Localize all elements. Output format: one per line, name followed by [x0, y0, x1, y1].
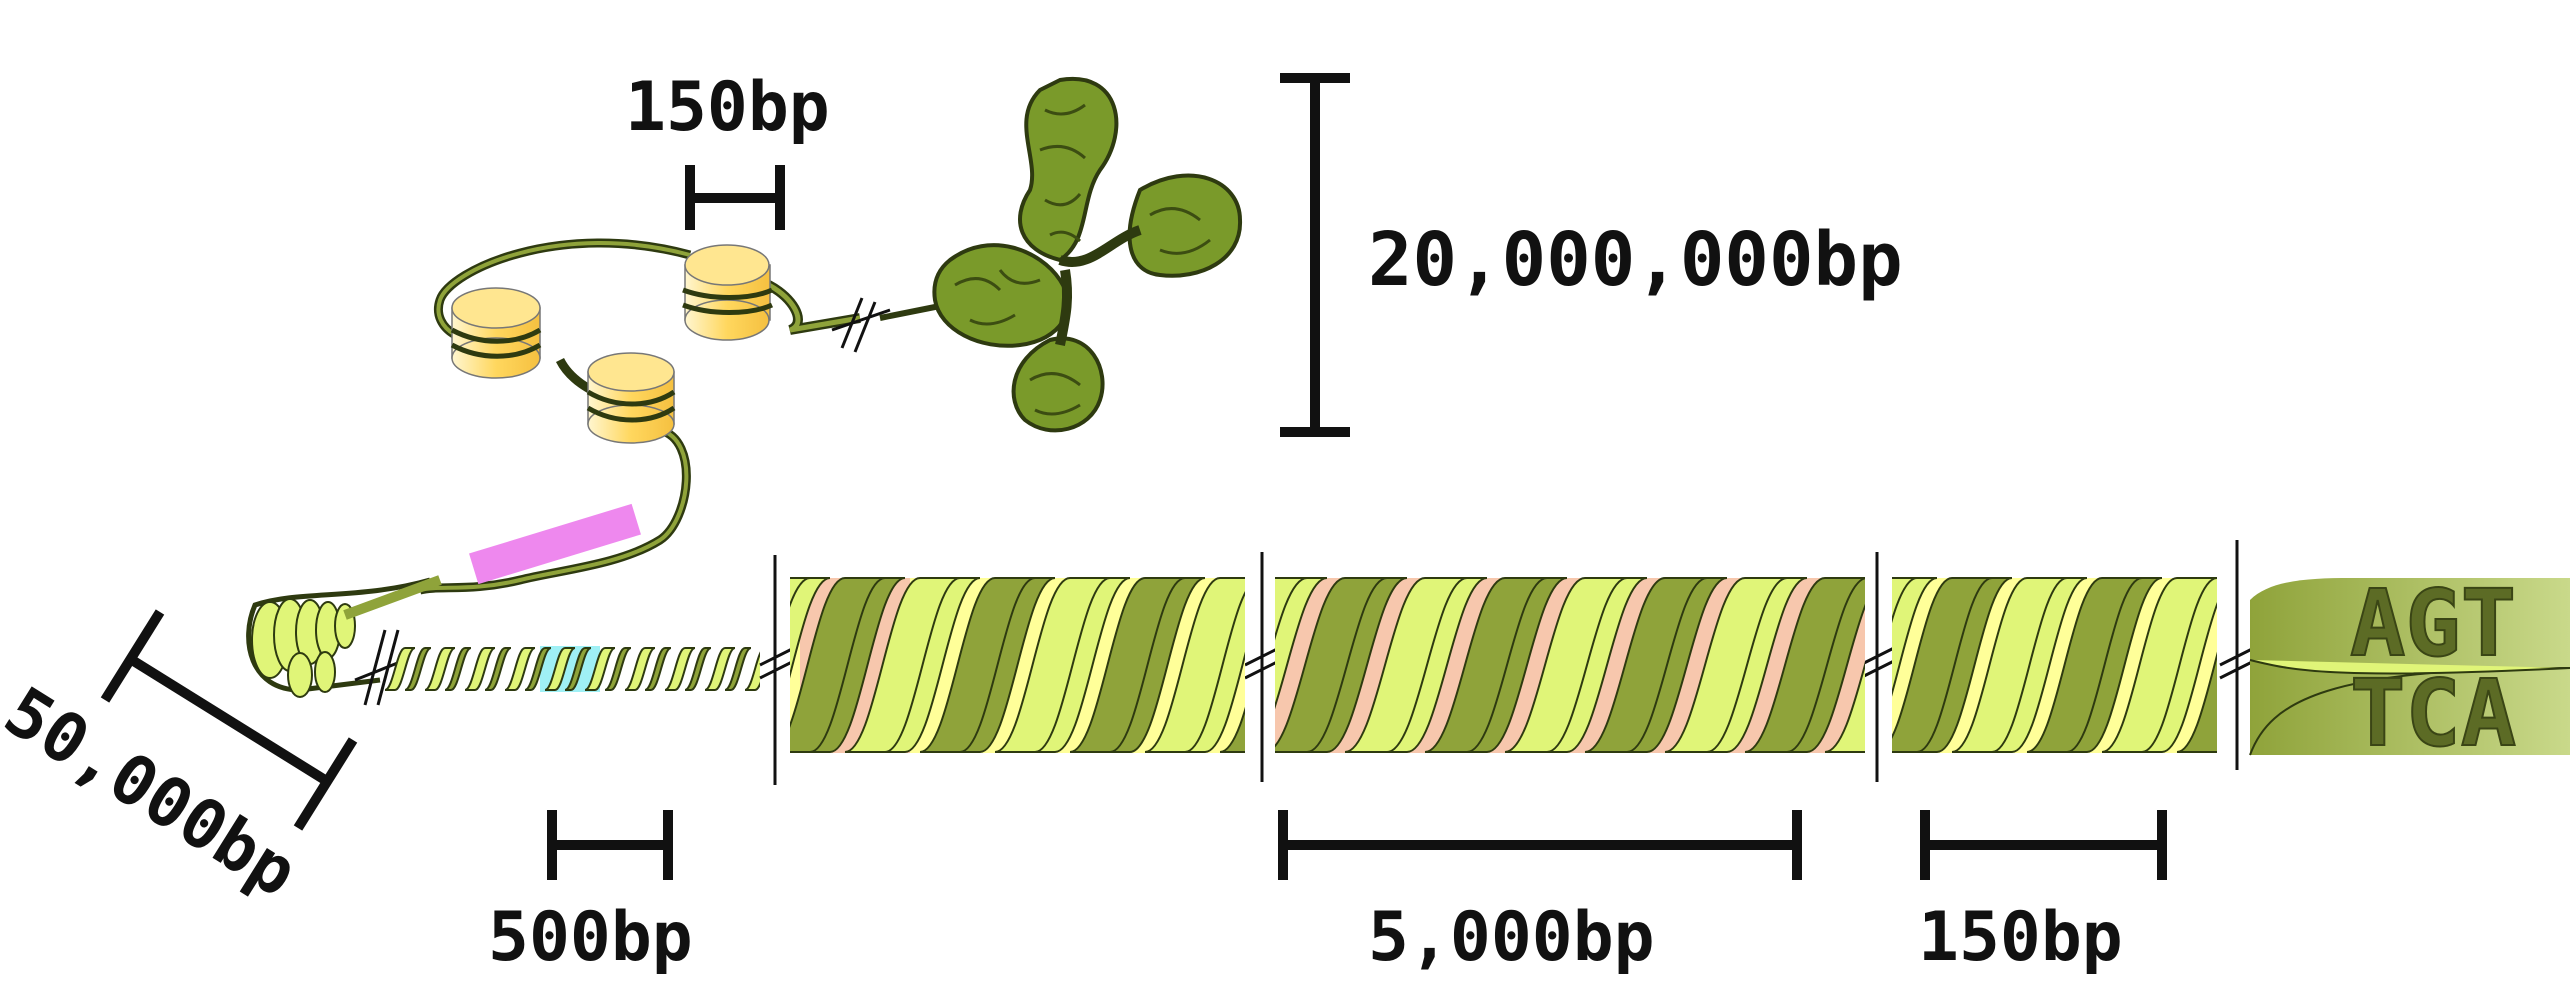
helix-ribbon [1275, 577, 1388, 753]
enhancer-band [469, 503, 641, 585]
helix-ribbon [1275, 577, 1328, 710]
helix-ribbon [1824, 661, 1865, 753]
helix-ribbon [1504, 577, 1628, 753]
helix-ribbon [1892, 577, 1938, 698]
sequence-end: AGT TCA [2249, 569, 2570, 768]
label-50k: 50,000bp [0, 672, 311, 913]
helix-ribbon [790, 577, 886, 753]
label-500bp: 500bp [488, 898, 693, 977]
helix-ribbon [2101, 577, 2217, 753]
helix-ribbon [844, 577, 961, 753]
scale-bar-50k [100, 609, 358, 831]
helix-ribbon [1892, 577, 1918, 624]
helix-ribbon [1424, 577, 1548, 753]
helix-ribbon [1664, 577, 1788, 753]
chromosome [932, 76, 1243, 433]
helix-ribbon [1275, 577, 1308, 641]
nucleosome-1 [682, 244, 774, 341]
helix-ribbon [1344, 577, 1468, 753]
scale-bar-5000bp [1278, 810, 1802, 880]
helix-ribbon [1069, 577, 1186, 753]
helix-ribbon [1951, 577, 2068, 753]
sequence-top-strand: AGT [2350, 570, 2516, 677]
nucleosome-3 [586, 352, 676, 444]
label-top-150bp: 150bp [625, 68, 830, 147]
sequence-bottom-strand: TCA [2350, 660, 2516, 767]
helix-ribbon [1144, 577, 1245, 753]
nucleosome-2 [450, 287, 542, 379]
helix-segment-3 [1892, 577, 2217, 753]
label-chromosome-20M: 20,000,000bp [1368, 217, 1903, 303]
nucleosome-fiber [418, 238, 946, 595]
scale-bar-top-150bp [685, 165, 785, 230]
helix-ribbon [994, 577, 1111, 753]
label-5000bp: 5,000bp [1368, 898, 1655, 977]
helix-ribbon [919, 577, 1036, 753]
helix-segment-2 [1275, 577, 1865, 753]
scale-bar-500bp [547, 810, 673, 880]
helix-ribbon [790, 577, 811, 608]
helix-ribbon [790, 577, 831, 679]
helix-ribbon [2026, 577, 2143, 753]
helix-segment-1 [790, 577, 1245, 753]
helix-ribbon [1744, 577, 1865, 753]
scale-bar-bottom-150bp [1920, 810, 2167, 880]
helix-ribbon [1219, 706, 1245, 753]
scale-bar-chromosome [1280, 73, 1350, 437]
helix-ribbon [1892, 577, 1993, 753]
thin-helix [385, 646, 760, 692]
label-bottom-150bp: 150bp [1918, 898, 2123, 977]
coiled-fiber [246, 575, 442, 706]
helix-ribbon [2176, 651, 2217, 753]
helix-ribbon [1584, 577, 1708, 753]
